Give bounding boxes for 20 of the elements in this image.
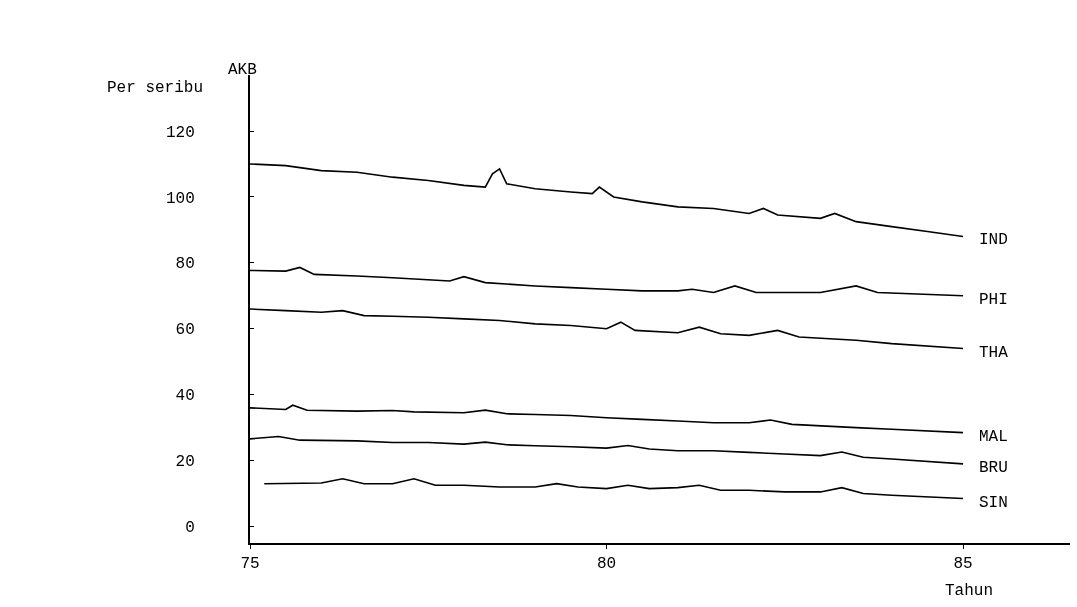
y-axis-title: AKB xyxy=(228,61,257,79)
y-tick-label: 100 xyxy=(165,189,195,208)
series-label: BRU xyxy=(979,459,1008,477)
x-tick-label: 85 xyxy=(953,555,973,574)
y-tick-label: 120 xyxy=(165,123,195,142)
line-series xyxy=(263,477,964,500)
y-tick-label: 20 xyxy=(175,453,195,472)
series-label: SIN xyxy=(979,494,1008,512)
series-label: PHI xyxy=(979,291,1008,309)
series-label: MAL xyxy=(979,428,1008,446)
y-tick-label: 60 xyxy=(175,321,195,340)
x-tick-label: 80 xyxy=(596,555,617,574)
y-tick-label: 80 xyxy=(175,255,195,274)
x-axis-title: Tahun xyxy=(945,582,994,600)
x-tick-label: 75 xyxy=(240,555,260,574)
y-tick-label: 0 xyxy=(185,519,195,538)
y-tick-label: 40 xyxy=(175,387,195,406)
series-label: IND xyxy=(979,231,1008,249)
series-label: THA xyxy=(979,344,1009,362)
text: Per seribu xyxy=(107,79,204,97)
